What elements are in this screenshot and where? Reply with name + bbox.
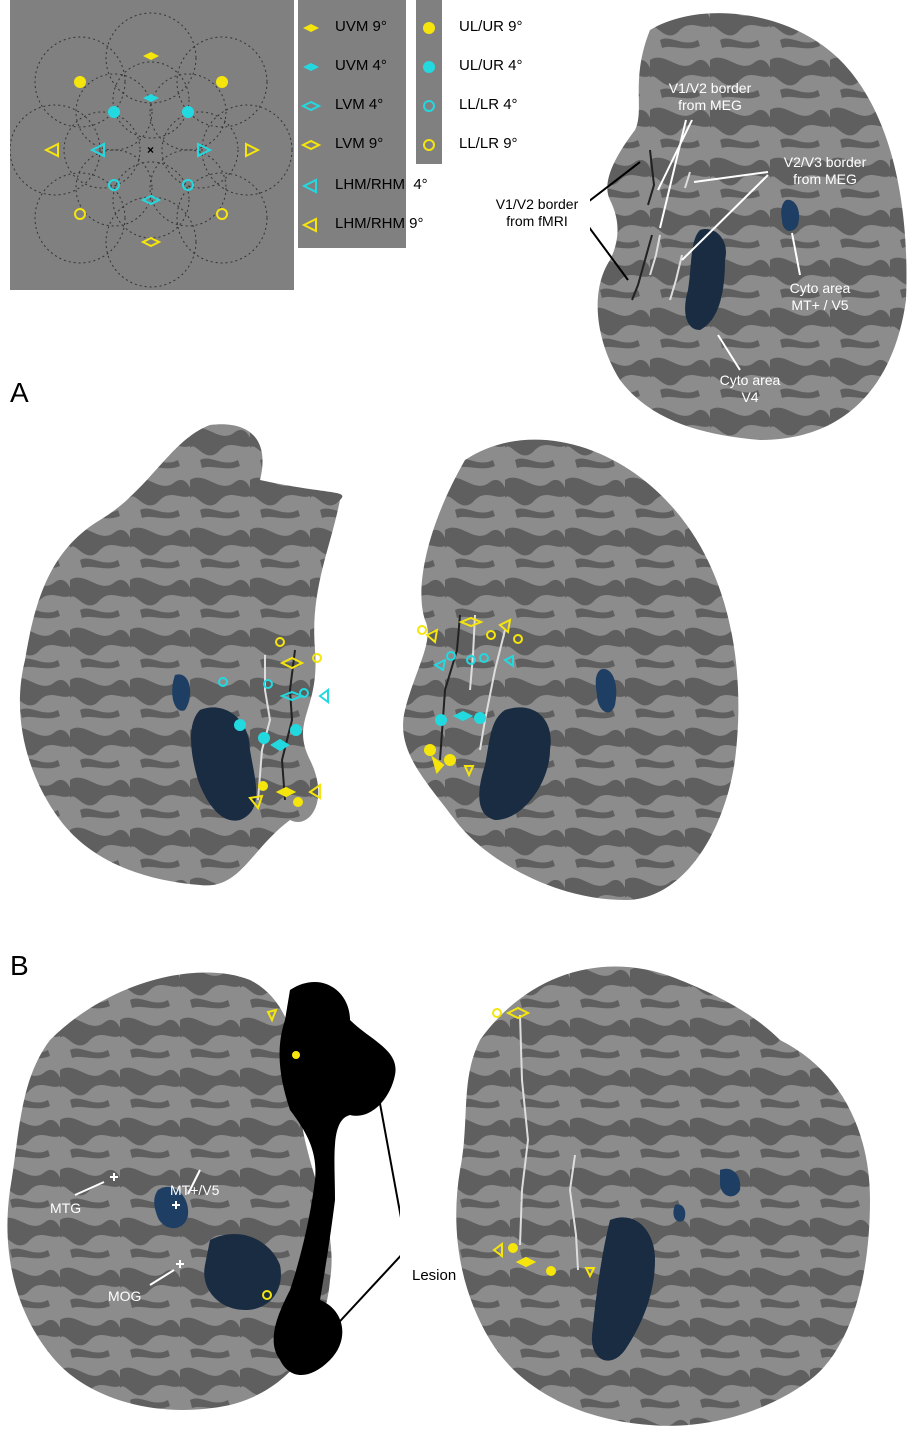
label-mt-v5: MT+/V5 <box>170 1182 220 1198</box>
roi-mt <box>781 199 800 232</box>
cortex-a-right <box>403 439 739 900</box>
cortex-top-right <box>590 13 907 440</box>
label-v1v2-fmri: V1/V2 border from fMRI <box>495 196 579 229</box>
legend-column-1 <box>298 0 406 248</box>
cortex-b-right <box>456 966 870 1426</box>
legend-ul-ur4: UL/UR 4° <box>459 57 523 74</box>
label-v1v2-meg: V1/V2 border from MEG <box>668 80 752 113</box>
legend-lvm4: LVM 4° <box>335 96 384 113</box>
panel-label-b: B <box>10 950 29 981</box>
panel-label-a: A <box>10 377 29 408</box>
lesion-region <box>273 981 396 1375</box>
fixation-cross: × <box>147 143 154 157</box>
label-v2v3-meg: V2/V3 border from MEG <box>783 154 867 187</box>
roi-v4 <box>685 229 726 330</box>
label-mog: MOG <box>108 1288 142 1304</box>
legend-lhm-rhm4: LHM/RHM 4° <box>335 176 428 193</box>
label-cyto-v4: Cyto area V4 <box>719 372 781 405</box>
stimulus-layout-svg: × <box>9 12 293 288</box>
legend-lhm-rhm9: LHM/RHM 9° <box>335 215 424 232</box>
legend-ll-lr4: LL/LR 4° <box>459 96 518 113</box>
label-lesion: Lesion <box>412 1267 457 1284</box>
legend-uvm4: UVM 4° <box>335 57 387 74</box>
legend-ll-lr9: LL/LR 9° <box>459 135 518 152</box>
legend-ul-ur9: UL/UR 9° <box>459 18 523 35</box>
cortex-b-left <box>7 972 400 1410</box>
legend-uvm9: UVM 9° <box>335 18 387 35</box>
label-mtg: MTG <box>50 1200 82 1216</box>
label-cyto-mt: Cyto area MT+ / V5 <box>789 280 851 313</box>
stimulus-layout-panel: × <box>9 0 294 290</box>
legend-lvm9: LVM 9° <box>335 135 384 152</box>
legend-symbols <box>300 22 435 233</box>
cortex-a-left <box>19 424 343 886</box>
